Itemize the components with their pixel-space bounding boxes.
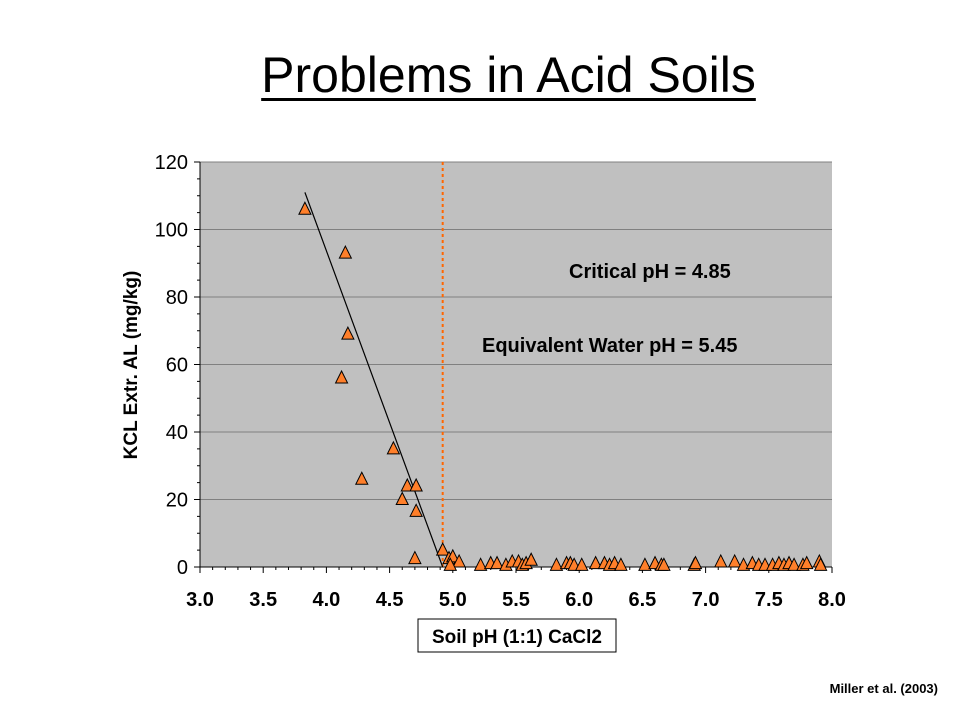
- data-point: [813, 557, 828, 571]
- data-point: [334, 369, 349, 384]
- data-point: [409, 503, 423, 517]
- gridlines: [200, 161, 832, 500]
- y-tick-label: 120: [155, 152, 188, 174]
- data-point: [354, 471, 369, 485]
- citation: Miller et al. (2003): [829, 681, 938, 696]
- data-point: [490, 555, 504, 570]
- data-point: [341, 326, 355, 340]
- data-point: [435, 542, 450, 556]
- data-point: [395, 491, 410, 505]
- data-point: [588, 555, 603, 570]
- data-point: [727, 553, 742, 568]
- x-axis-label: Soil pH (1:1) CaCl2: [432, 627, 602, 648]
- x-tick-label: 8.0: [818, 589, 846, 611]
- data-point: [338, 245, 353, 259]
- regression-line: [304, 192, 444, 568]
- data-point: [688, 555, 703, 570]
- y-tick-label: 40: [166, 422, 188, 444]
- data-point: [799, 555, 814, 570]
- data-point: [614, 557, 628, 571]
- x-tick-label: 5.0: [439, 589, 467, 611]
- water-ph-annotation: Equivalent Water pH = 5.45: [482, 335, 737, 357]
- y-tick-label: 20: [166, 490, 188, 512]
- data-point: [386, 440, 401, 455]
- x-axis-label-box: [417, 618, 617, 653]
- y-tick-label: 0: [177, 557, 188, 579]
- data-point: [452, 553, 466, 568]
- data-point: [657, 557, 671, 571]
- data-point: [408, 550, 422, 565]
- x-tick-labels: 3.0 3.5 4.0 4.5 5.0 5.5 6.0 6.5 7.0 7.5 8.0: [186, 567, 846, 611]
- slide-title: Problems in Acid Soils: [261, 47, 756, 103]
- x-tick-label: 3.0: [186, 589, 214, 611]
- data-point: [713, 553, 728, 568]
- data-point: [638, 557, 652, 571]
- data-point: [298, 201, 312, 215]
- y-tick-label: 100: [155, 220, 188, 242]
- data-point: [473, 557, 488, 571]
- data-point: [549, 557, 564, 571]
- x-tick-label: 3.5: [249, 589, 277, 611]
- y-axis-label: KCL Extr. AL (mg/kg): [121, 271, 142, 460]
- y-tick-label: 60: [166, 355, 188, 377]
- x-tick-label: 6.0: [565, 589, 593, 611]
- data-point: [787, 557, 801, 571]
- x-tick-label: 6.5: [628, 589, 656, 611]
- x-tick-label: 5.5: [502, 589, 530, 611]
- data-point: [574, 557, 589, 571]
- data-point: [400, 477, 415, 492]
- x-tick-label: 4.0: [312, 589, 340, 611]
- x-tick-label: 7.0: [692, 589, 720, 611]
- y-tick-label: 80: [166, 287, 188, 309]
- data-point: [524, 552, 538, 566]
- data-point: [443, 557, 458, 571]
- data-points: [298, 201, 828, 571]
- x-tick-label: 7.5: [755, 589, 783, 611]
- y-tick-labels: 0 20 40 60 80 100 120: [155, 152, 200, 579]
- data-point: [409, 477, 423, 492]
- x-tick-label: 4.5: [376, 589, 404, 611]
- critical-ph-annotation: Critical pH = 4.85: [569, 261, 731, 283]
